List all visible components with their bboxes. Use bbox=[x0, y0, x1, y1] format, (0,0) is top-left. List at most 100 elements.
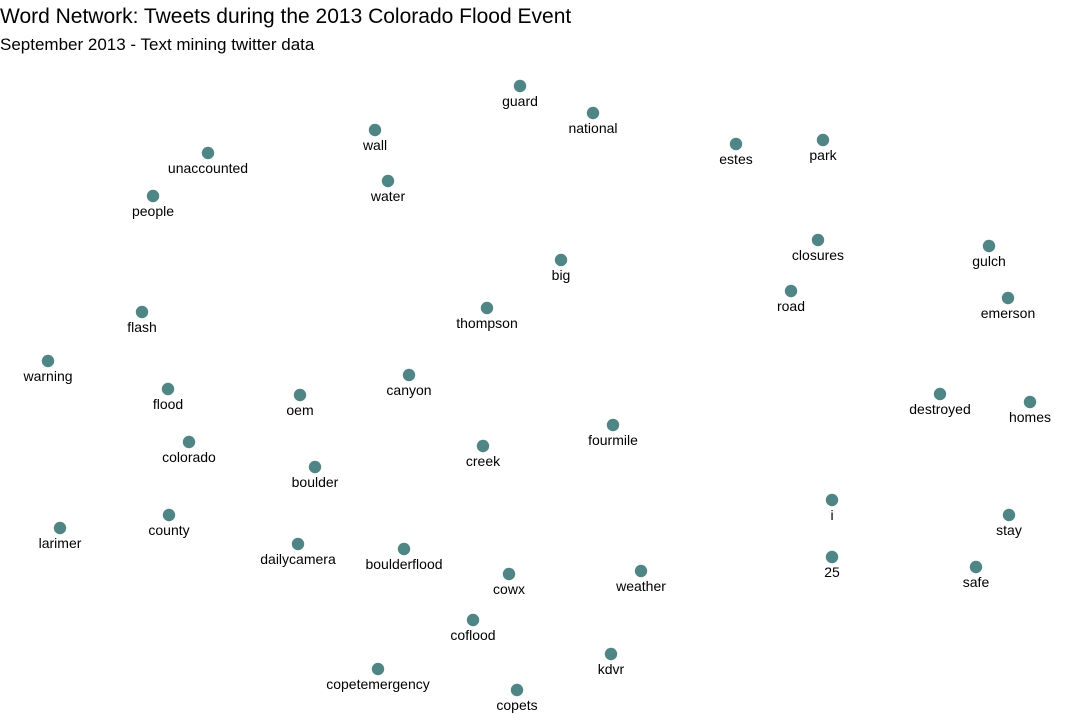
node-label: dailycamera bbox=[260, 551, 336, 567]
node-point bbox=[784, 284, 798, 298]
node-point bbox=[381, 174, 395, 188]
node-point bbox=[201, 146, 215, 160]
node-label: park bbox=[809, 147, 837, 163]
network-node: destroyed bbox=[909, 387, 971, 417]
node-point bbox=[933, 387, 947, 401]
node-point bbox=[816, 133, 830, 147]
node-label: copetemergency bbox=[326, 676, 430, 692]
network-node: stay bbox=[996, 508, 1022, 538]
network-node: road bbox=[777, 284, 805, 314]
network-node: estes bbox=[719, 137, 753, 167]
network-node: people bbox=[132, 189, 174, 219]
node-label: homes bbox=[1009, 409, 1051, 425]
network-node: emerson bbox=[981, 291, 1035, 321]
network-node: flood bbox=[153, 382, 183, 412]
node-point bbox=[1002, 508, 1016, 522]
node-label: boulderflood bbox=[365, 556, 442, 572]
node-point bbox=[182, 435, 196, 449]
node-point bbox=[291, 537, 305, 551]
node-point bbox=[162, 508, 176, 522]
node-label: guard bbox=[502, 93, 538, 109]
node-label: gulch bbox=[972, 253, 1005, 269]
network-node: i bbox=[825, 493, 839, 523]
node-label: estes bbox=[719, 151, 752, 167]
network-node: copets bbox=[496, 683, 538, 713]
node-label: kdvr bbox=[598, 661, 625, 677]
network-node: fourmile bbox=[588, 418, 638, 448]
network-node: cowx bbox=[493, 567, 525, 597]
node-point bbox=[510, 683, 524, 697]
node-label: wall bbox=[362, 137, 387, 153]
node-point bbox=[368, 123, 382, 137]
network-node: county bbox=[148, 508, 190, 538]
node-point bbox=[729, 137, 743, 151]
node-point bbox=[161, 382, 175, 396]
node-point bbox=[554, 253, 568, 267]
chart-title: Word Network: Tweets during the 2013 Col… bbox=[0, 5, 572, 28]
node-point bbox=[371, 662, 385, 676]
node-label: creek bbox=[466, 453, 501, 469]
node-point bbox=[397, 542, 411, 556]
node-point bbox=[825, 550, 839, 564]
node-point bbox=[53, 521, 67, 535]
node-point bbox=[604, 647, 618, 661]
node-label: coflood bbox=[450, 627, 495, 643]
node-label: warning bbox=[22, 368, 72, 384]
network-node: flash bbox=[127, 305, 157, 335]
node-point bbox=[502, 567, 516, 581]
node-point bbox=[606, 418, 620, 432]
node-label: i bbox=[830, 507, 833, 523]
node-label: national bbox=[568, 120, 617, 136]
node-label: thompson bbox=[456, 315, 517, 331]
node-label: 25 bbox=[824, 564, 840, 580]
node-label: copets bbox=[496, 697, 537, 713]
network-node: coflood bbox=[450, 613, 496, 643]
node-point bbox=[1023, 395, 1037, 409]
node-point bbox=[466, 613, 480, 627]
network-node: colorado bbox=[162, 435, 216, 465]
node-point bbox=[634, 564, 648, 578]
node-label: flood bbox=[153, 396, 183, 412]
node-label: emerson bbox=[981, 305, 1035, 321]
chart-subtitle: September 2013 - Text mining twitter dat… bbox=[0, 35, 315, 54]
node-label: boulder bbox=[292, 474, 339, 490]
node-label: big bbox=[552, 267, 571, 283]
network-node: guard bbox=[502, 79, 538, 109]
network-node: boulderflood bbox=[365, 542, 443, 572]
node-point bbox=[41, 354, 55, 368]
node-label: colorado bbox=[162, 449, 216, 465]
node-point bbox=[402, 368, 416, 382]
node-label: fourmile bbox=[588, 432, 638, 448]
node-label: people bbox=[132, 203, 174, 219]
network-node: creek bbox=[466, 439, 501, 469]
network-node: water bbox=[370, 174, 406, 204]
network-node: dailycamera bbox=[260, 537, 336, 567]
network-node: gulch bbox=[972, 239, 1006, 269]
node-point bbox=[513, 79, 527, 93]
node-point bbox=[308, 460, 322, 474]
node-label: county bbox=[148, 522, 189, 538]
node-label: stay bbox=[996, 522, 1022, 538]
network-node: thompson bbox=[456, 301, 518, 331]
node-label: weather bbox=[615, 578, 666, 594]
network-node: closures bbox=[792, 233, 844, 263]
node-point bbox=[1001, 291, 1015, 305]
node-label: unaccounted bbox=[168, 160, 248, 176]
network-node: park bbox=[809, 133, 838, 163]
node-point bbox=[969, 560, 983, 574]
node-label: safe bbox=[963, 574, 990, 590]
network-node: big bbox=[552, 253, 571, 283]
network-node: wall bbox=[362, 123, 387, 153]
node-label: water bbox=[370, 188, 406, 204]
network-node: boulder bbox=[292, 460, 339, 490]
node-label: larimer bbox=[39, 535, 82, 551]
network-node: copetemergency bbox=[326, 662, 430, 692]
network-node: oem bbox=[286, 388, 314, 418]
network-node: safe bbox=[963, 560, 990, 590]
network-node: warning bbox=[22, 354, 73, 384]
node-point bbox=[982, 239, 996, 253]
network-node: weather bbox=[615, 564, 666, 594]
node-point bbox=[586, 106, 600, 120]
node-label: canyon bbox=[386, 382, 431, 398]
